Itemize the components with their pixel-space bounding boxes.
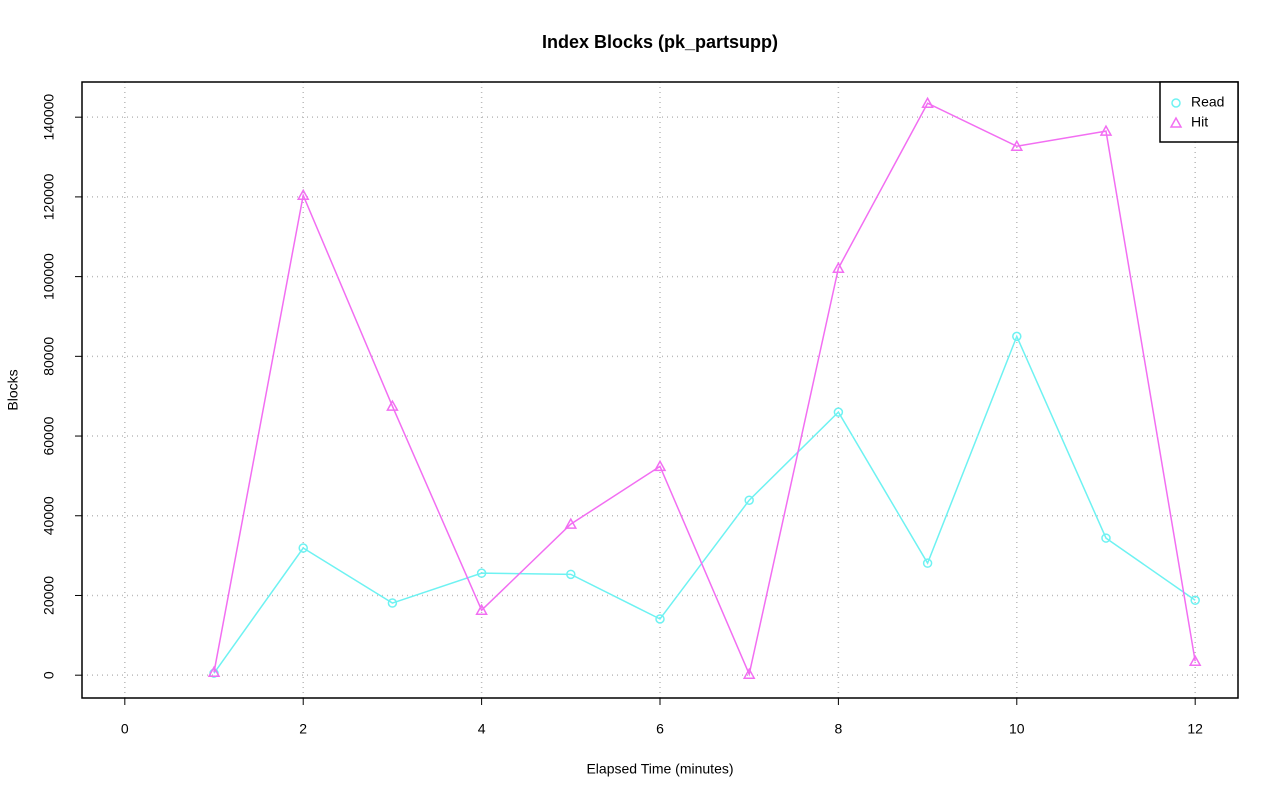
marker: [742, 667, 756, 679]
series-line: [213, 334, 1196, 674]
marker: [653, 459, 667, 472]
legend-box: [1159, 81, 1239, 143]
marker: [832, 261, 845, 273]
legend-marker: [1171, 98, 1181, 108]
x-tick-label: 6: [656, 721, 664, 737]
x-tick-label: 12: [1187, 721, 1203, 737]
x-tick-label: 4: [478, 721, 486, 737]
marker: [1101, 533, 1111, 543]
y-tick-label: 0: [41, 671, 57, 679]
x-tick-label: 0: [121, 721, 129, 737]
marker: [655, 614, 665, 624]
y-axis-title: Blocks: [5, 369, 21, 410]
series-line: [213, 102, 1196, 677]
marker: [564, 517, 578, 529]
marker: [475, 603, 488, 615]
legend-label: Hit: [1191, 114, 1208, 130]
marker: [1188, 654, 1202, 666]
y-tick-label: 80000: [41, 337, 57, 376]
marker: [1012, 331, 1022, 342]
marker: [296, 188, 310, 201]
legend-marker: [1169, 116, 1183, 128]
y-tick-label: 40000: [41, 496, 57, 535]
marker: [386, 399, 399, 411]
y-tick-label: 120000: [41, 173, 57, 220]
marker: [566, 569, 576, 580]
chart-title: Index Blocks (pk_partsupp): [542, 32, 778, 52]
y-tick-label: 100000: [41, 253, 57, 300]
y-tick-label: 140000: [41, 94, 57, 141]
marker: [476, 568, 487, 578]
marker: [1099, 124, 1113, 136]
marker: [922, 558, 933, 568]
marker: [1010, 139, 1024, 152]
x-tick-label: 10: [1009, 721, 1025, 737]
x-tick-label: 8: [834, 721, 842, 737]
marker: [207, 665, 221, 677]
legend: Read Hit: [1159, 81, 1239, 143]
marker: [1190, 595, 1200, 606]
plot-frame: [81, 81, 1239, 699]
legend-label: Read: [1191, 94, 1224, 110]
x-tick-label: 2: [299, 721, 307, 737]
marker: [298, 543, 308, 553]
marker: [744, 495, 754, 505]
y-tick-label: 60000: [41, 416, 57, 455]
marker: [921, 96, 934, 108]
marker: [387, 598, 398, 608]
x-axis-title: Elapsed Time (minutes): [586, 761, 733, 777]
y-tick-label: 20000: [41, 576, 57, 615]
marker: [833, 407, 844, 417]
